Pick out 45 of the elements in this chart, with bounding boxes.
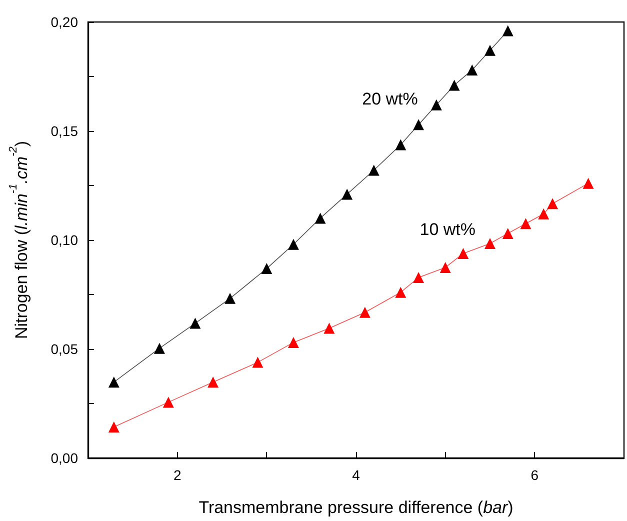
point bbox=[154, 342, 165, 354]
point bbox=[208, 376, 219, 388]
point bbox=[359, 306, 370, 318]
x-tick-label: 6 bbox=[530, 467, 539, 483]
point bbox=[368, 164, 380, 176]
point bbox=[324, 322, 335, 334]
y-tick-label: 0,00 bbox=[50, 450, 78, 466]
point bbox=[261, 263, 272, 274]
point bbox=[448, 80, 460, 91]
point bbox=[224, 292, 236, 304]
point bbox=[162, 396, 174, 408]
series-label: 10 wt% bbox=[420, 220, 476, 239]
point bbox=[502, 228, 514, 239]
series-label: 20 wt% bbox=[362, 89, 418, 108]
point bbox=[430, 99, 442, 110]
point bbox=[288, 336, 299, 348]
point bbox=[484, 44, 496, 56]
point bbox=[395, 139, 406, 150]
point bbox=[440, 262, 451, 273]
point bbox=[395, 286, 406, 298]
point bbox=[314, 212, 326, 224]
point bbox=[502, 25, 514, 36]
point bbox=[466, 64, 478, 76]
y-tick-label: 0,15 bbox=[50, 123, 78, 139]
point bbox=[484, 238, 496, 249]
point bbox=[190, 318, 201, 329]
x-tick-label: 2 bbox=[173, 467, 182, 483]
point bbox=[413, 119, 424, 130]
x-axis-title: Transmembrane pressure difference (bar) bbox=[198, 498, 514, 517]
y-tick-label: 0,20 bbox=[50, 14, 78, 30]
y-tick-label: 0,05 bbox=[50, 341, 78, 357]
x-tick-label: 4 bbox=[352, 467, 360, 483]
point bbox=[252, 356, 264, 368]
point bbox=[288, 238, 299, 250]
point bbox=[458, 248, 469, 260]
point bbox=[547, 198, 558, 210]
point bbox=[520, 218, 532, 230]
point bbox=[342, 188, 353, 200]
point bbox=[413, 272, 424, 283]
point bbox=[538, 208, 550, 220]
point bbox=[108, 376, 120, 388]
y-axis-title: Nitrogen flow (l.min-1.cm-2) bbox=[8, 140, 31, 340]
point bbox=[582, 178, 594, 189]
point bbox=[108, 422, 120, 433]
y-tick-label: 0,10 bbox=[50, 232, 78, 248]
